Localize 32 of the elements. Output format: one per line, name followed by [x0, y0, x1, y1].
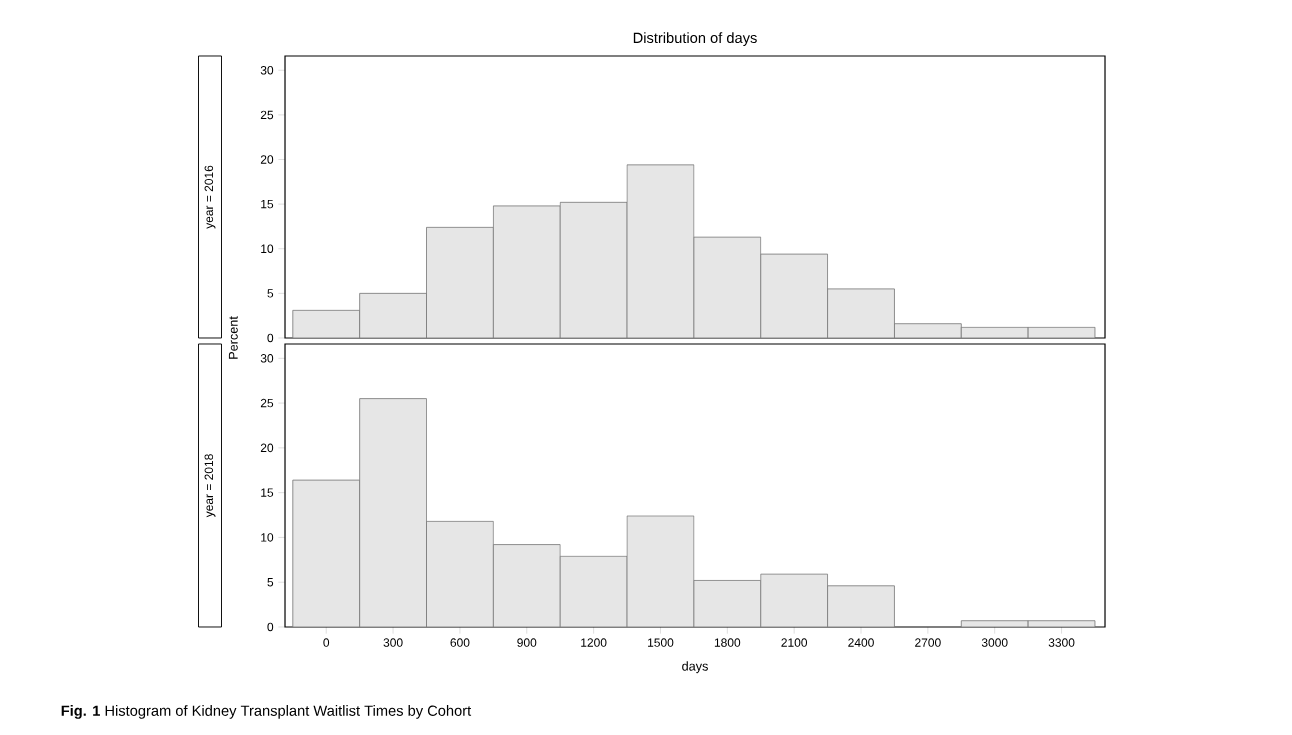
y-axis-title: Percent [228, 316, 238, 359]
y-tick-label: 10 [261, 533, 274, 542]
text: Fig. 1 Histogram of Kidney Transplant Waitlist Times by Cohort [61, 705, 472, 719]
y-tick-label: 15 [261, 488, 274, 497]
y-tick-label: 30 [260, 354, 274, 363]
x-tick-label: 2100 [781, 638, 808, 647]
text: year = 2018 [204, 454, 216, 518]
y-tick-label: 25 [260, 110, 274, 120]
y-tick-label: 20 [260, 443, 274, 453]
y-tick-label: 15 [261, 199, 274, 209]
chart-title: Distribution of days [633, 32, 757, 46]
y-tick-label: 0 [267, 333, 274, 343]
text: year = 2016 [204, 165, 216, 229]
x-tick-label: 300 [383, 638, 403, 647]
x-tick-label: 0 [323, 638, 330, 647]
x-tick-label: 1800 [714, 638, 741, 647]
y-tick-label: 5 [267, 578, 274, 587]
x-axis-title: days [682, 661, 708, 674]
y-tick-label: 20 [260, 155, 274, 164]
x-tick-label: 2700 [915, 638, 941, 647]
y-tick-label: 0 [267, 622, 274, 632]
y-tick-label: 30 [260, 66, 274, 75]
x-tick-label: 3000 [981, 638, 1008, 647]
y-tick-label: 25 [260, 398, 274, 408]
x-tick-label: 1200 [581, 638, 607, 647]
x-tick-label: 1500 [648, 638, 674, 647]
x-tick-label: 3300 [1048, 638, 1075, 647]
x-tick-label: 600 [450, 638, 470, 647]
y-tick-label: 10 [261, 244, 274, 253]
y-tick-label: 5 [267, 289, 274, 298]
x-tick-label: 2400 [848, 638, 874, 647]
x-tick-label: 900 [517, 638, 537, 647]
